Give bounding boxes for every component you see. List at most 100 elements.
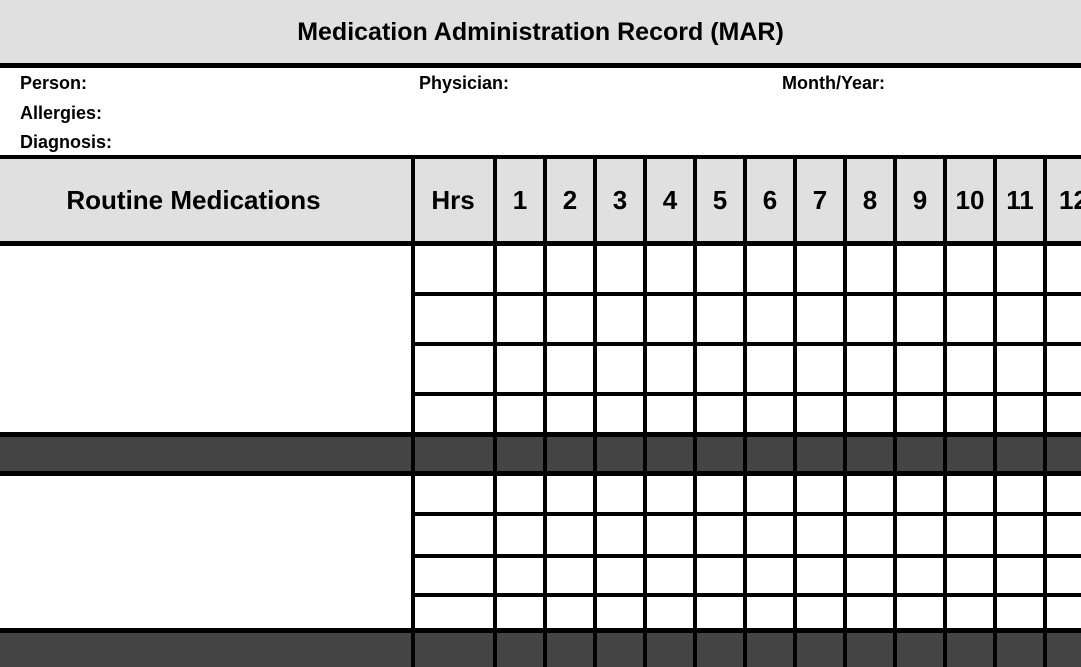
dose-cell[interactable] xyxy=(597,246,643,292)
dose-cell[interactable] xyxy=(597,346,643,392)
dose-cell[interactable] xyxy=(747,246,793,292)
dose-cell[interactable] xyxy=(847,516,893,554)
dose-cell[interactable] xyxy=(597,516,643,554)
dose-cell[interactable] xyxy=(947,597,993,630)
dose-cell[interactable] xyxy=(647,558,693,593)
dose-cell[interactable] xyxy=(797,246,843,292)
dose-cell[interactable] xyxy=(697,558,743,593)
dose-cell[interactable] xyxy=(647,296,693,342)
dose-cell[interactable] xyxy=(997,516,1043,554)
dose-cell[interactable] xyxy=(897,558,943,593)
dose-cell[interactable] xyxy=(747,396,793,433)
hours-cell[interactable] xyxy=(415,558,493,593)
dose-cell[interactable] xyxy=(647,516,693,554)
dose-cell[interactable] xyxy=(1047,246,1081,292)
hours-cell[interactable] xyxy=(415,476,493,512)
dose-cell[interactable] xyxy=(1047,558,1081,593)
dose-cell[interactable] xyxy=(497,516,543,554)
dose-cell[interactable] xyxy=(947,396,993,433)
dose-cell[interactable] xyxy=(797,396,843,433)
dose-cell[interactable] xyxy=(797,476,843,512)
dose-cell[interactable] xyxy=(797,296,843,342)
dose-cell[interactable] xyxy=(947,296,993,342)
dose-cell[interactable] xyxy=(847,296,893,342)
dose-cell[interactable] xyxy=(547,246,593,292)
dose-cell[interactable] xyxy=(697,476,743,512)
dose-cell[interactable] xyxy=(647,246,693,292)
dose-cell[interactable] xyxy=(847,597,893,630)
dose-cell[interactable] xyxy=(1047,476,1081,512)
dose-cell[interactable] xyxy=(997,296,1043,342)
dose-cell[interactable] xyxy=(497,476,543,512)
dose-cell[interactable] xyxy=(647,396,693,433)
dose-cell[interactable] xyxy=(697,296,743,342)
dose-cell[interactable] xyxy=(747,597,793,630)
dose-cell[interactable] xyxy=(847,346,893,392)
hours-cell[interactable] xyxy=(415,246,493,292)
dose-cell[interactable] xyxy=(697,597,743,630)
dose-cell[interactable] xyxy=(1047,396,1081,433)
dose-cell[interactable] xyxy=(497,597,543,630)
dose-cell[interactable] xyxy=(547,476,593,512)
dose-cell[interactable] xyxy=(997,246,1043,292)
dose-cell[interactable] xyxy=(697,396,743,433)
dose-cell[interactable] xyxy=(547,558,593,593)
dose-cell[interactable] xyxy=(897,396,943,433)
dose-cell[interactable] xyxy=(647,597,693,630)
medication-name-cell[interactable] xyxy=(0,246,409,432)
dose-cell[interactable] xyxy=(897,597,943,630)
dose-cell[interactable] xyxy=(597,396,643,433)
dose-cell[interactable] xyxy=(897,246,943,292)
dose-cell[interactable] xyxy=(697,516,743,554)
dose-cell[interactable] xyxy=(947,558,993,593)
dose-cell[interactable] xyxy=(797,558,843,593)
dose-cell[interactable] xyxy=(997,597,1043,630)
dose-cell[interactable] xyxy=(947,476,993,512)
dose-cell[interactable] xyxy=(547,597,593,630)
dose-cell[interactable] xyxy=(547,396,593,433)
dose-cell[interactable] xyxy=(997,476,1043,512)
dose-cell[interactable] xyxy=(947,346,993,392)
dose-cell[interactable] xyxy=(597,296,643,342)
dose-cell[interactable] xyxy=(847,476,893,512)
dose-cell[interactable] xyxy=(497,558,543,593)
dose-cell[interactable] xyxy=(947,516,993,554)
dose-cell[interactable] xyxy=(747,296,793,342)
dose-cell[interactable] xyxy=(497,396,543,433)
dose-cell[interactable] xyxy=(747,558,793,593)
dose-cell[interactable] xyxy=(947,246,993,292)
dose-cell[interactable] xyxy=(1047,597,1081,630)
dose-cell[interactable] xyxy=(847,246,893,292)
hours-cell[interactable] xyxy=(415,396,493,433)
dose-cell[interactable] xyxy=(847,558,893,593)
dose-cell[interactable] xyxy=(647,346,693,392)
dose-cell[interactable] xyxy=(597,597,643,630)
dose-cell[interactable] xyxy=(797,346,843,392)
dose-cell[interactable] xyxy=(647,476,693,512)
dose-cell[interactable] xyxy=(897,346,943,392)
dose-cell[interactable] xyxy=(597,558,643,593)
dose-cell[interactable] xyxy=(797,516,843,554)
dose-cell[interactable] xyxy=(997,396,1043,433)
hours-cell[interactable] xyxy=(415,597,493,630)
dose-cell[interactable] xyxy=(997,346,1043,392)
dose-cell[interactable] xyxy=(547,346,593,392)
dose-cell[interactable] xyxy=(1047,296,1081,342)
dose-cell[interactable] xyxy=(747,476,793,512)
dose-cell[interactable] xyxy=(497,296,543,342)
dose-cell[interactable] xyxy=(897,296,943,342)
dose-cell[interactable] xyxy=(1047,346,1081,392)
dose-cell[interactable] xyxy=(797,597,843,630)
dose-cell[interactable] xyxy=(997,558,1043,593)
dose-cell[interactable] xyxy=(897,476,943,512)
dose-cell[interactable] xyxy=(547,296,593,342)
dose-cell[interactable] xyxy=(1047,516,1081,554)
dose-cell[interactable] xyxy=(497,346,543,392)
hours-cell[interactable] xyxy=(415,346,493,392)
dose-cell[interactable] xyxy=(547,516,593,554)
dose-cell[interactable] xyxy=(597,476,643,512)
medication-name-cell[interactable] xyxy=(0,476,409,629)
dose-cell[interactable] xyxy=(697,246,743,292)
dose-cell[interactable] xyxy=(897,516,943,554)
hours-cell[interactable] xyxy=(415,296,493,342)
